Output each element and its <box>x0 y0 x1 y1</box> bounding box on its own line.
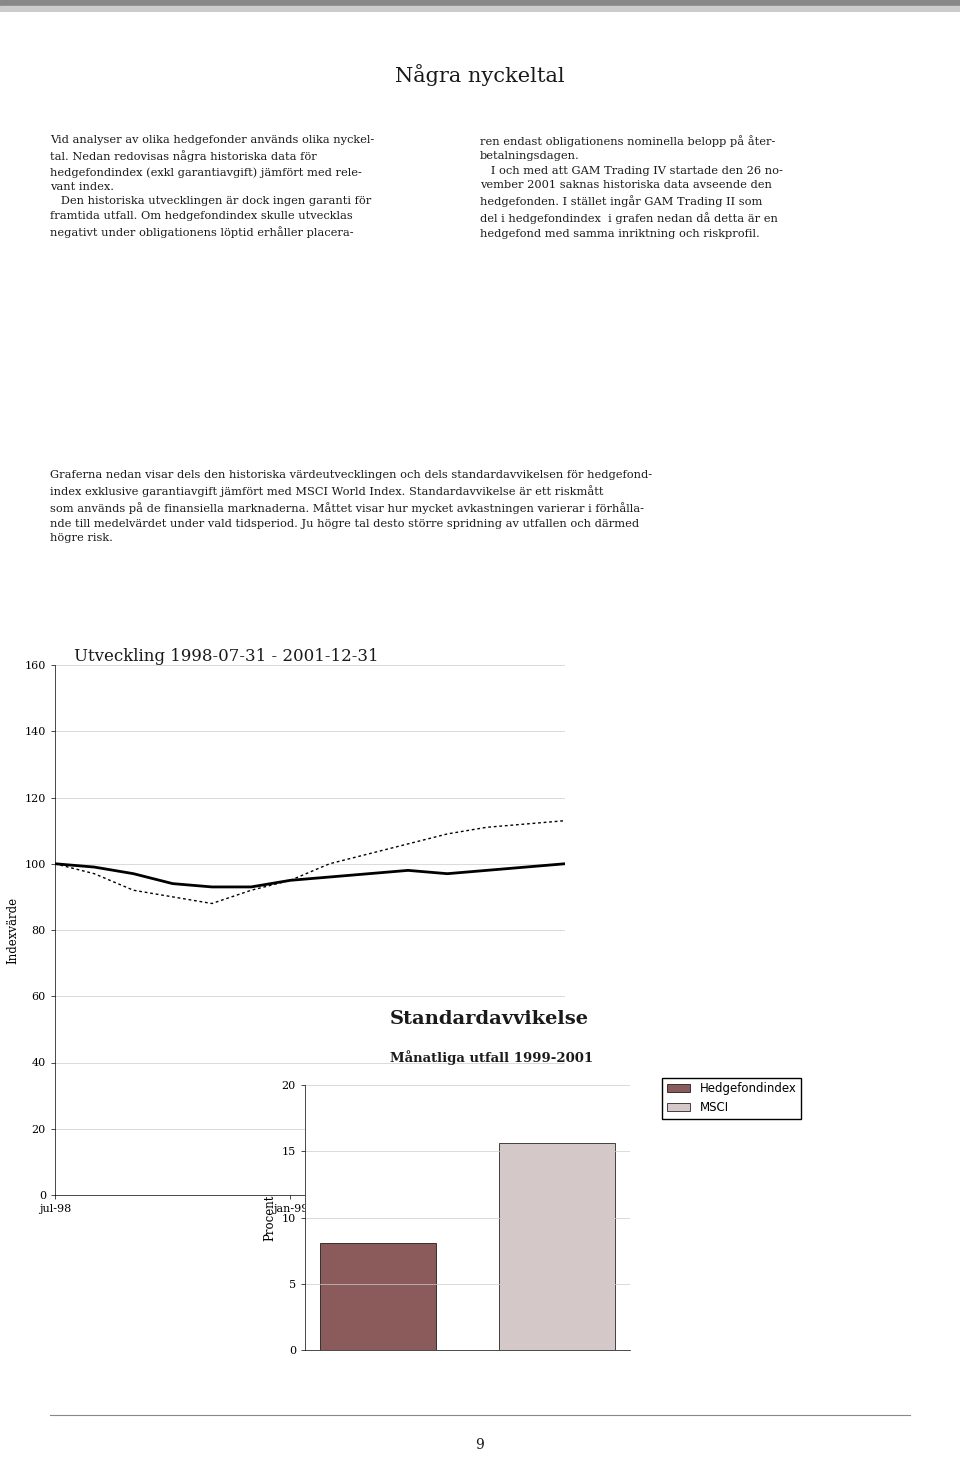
Text: 9: 9 <box>475 1438 485 1451</box>
Text: Standardavvikelse: Standardavvikelse <box>390 1010 589 1028</box>
Bar <box>0 6 960 12</box>
Text: Utveckling 1998-07-31 - 2001-12-31: Utveckling 1998-07-31 - 2001-12-31 <box>74 648 379 665</box>
Legend: Hedgefondindex, MSCI: Hedgefondindex, MSCI <box>661 1078 802 1120</box>
Text: ren endast obligationens nominella belopp på åter-
betalningsdagen.
   I och med: ren endast obligationens nominella belop… <box>480 136 782 239</box>
Text: Månatliga utfall 1999-2001: Månatliga utfall 1999-2001 <box>390 1050 593 1065</box>
Y-axis label: Indexvärde: Indexvärde <box>6 897 19 963</box>
Bar <box>320 1242 436 1350</box>
Bar <box>499 1143 615 1350</box>
Text: Vid analyser av olika hedgefonder används olika nyckel-
tal. Nedan redovisas någ: Vid analyser av olika hedgefonder använd… <box>50 136 374 237</box>
Y-axis label: Procent: Procent <box>263 1195 276 1240</box>
Text: Några nyckeltal: Några nyckeltal <box>396 63 564 86</box>
Bar <box>0 0 960 6</box>
Text: Graferna nedan visar dels den historiska värdeutvecklingen och dels standardavvi: Graferna nedan visar dels den historiska… <box>50 471 652 543</box>
